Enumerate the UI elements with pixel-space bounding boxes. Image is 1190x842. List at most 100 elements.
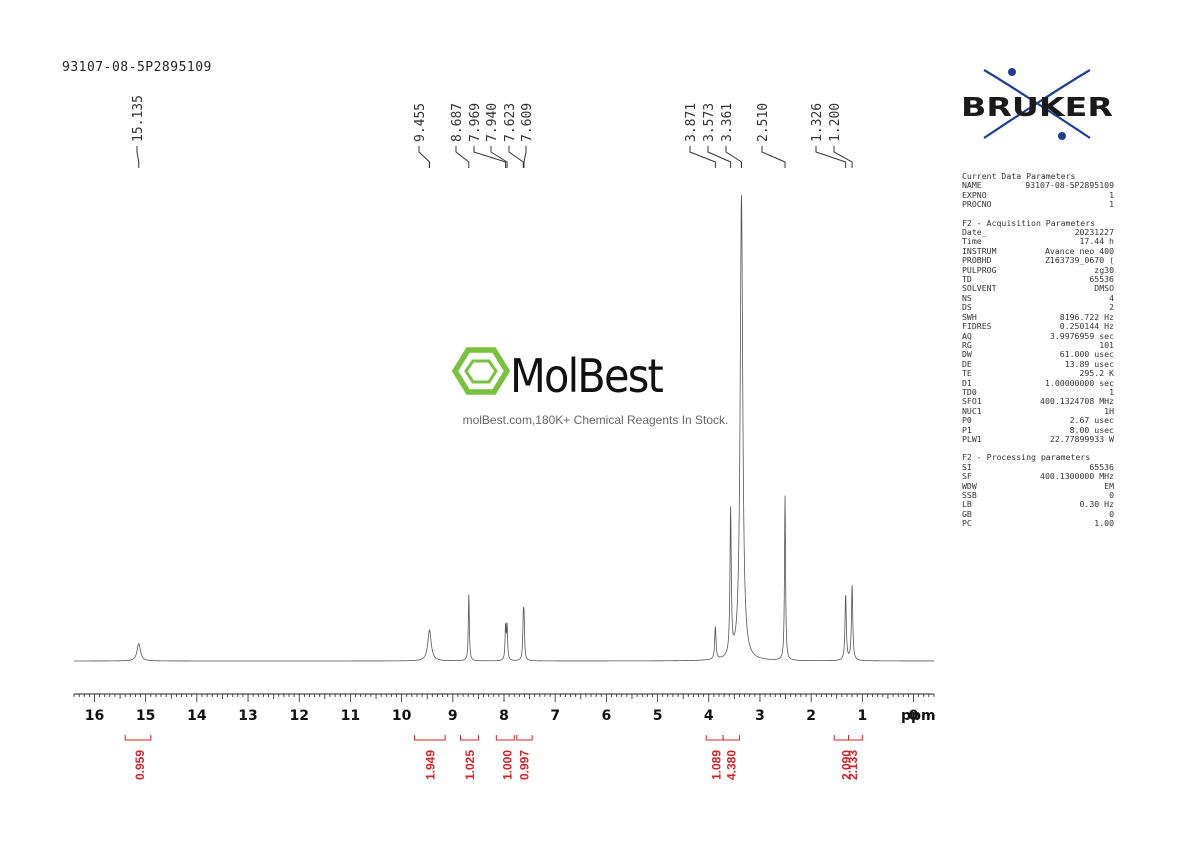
peak-label: 8.687	[450, 103, 465, 142]
peak-label: 7.940	[485, 103, 500, 142]
param-key: DW	[962, 349, 972, 360]
peak-connector	[455, 146, 470, 168]
param-row: INSTRUM Avance neo 400	[962, 245, 1114, 256]
param-value: 0.30 Hz	[1079, 499, 1114, 510]
x-tick-label: 4	[704, 708, 714, 724]
param-key: NS	[962, 292, 972, 303]
param-value: 295.2 K	[1079, 368, 1114, 379]
processing-params-list: SI 65536 SF 400.1300000 MHz WDW EM SSB 0 LB 0.30 …	[962, 461, 1114, 529]
param-value: Z163739_0670 (	[1044, 255, 1114, 266]
param-row: GB 0	[962, 508, 1114, 519]
peak-connector	[689, 146, 716, 168]
sample-id: 93107-08-5P2895109	[62, 60, 212, 75]
bruker-dot-icon	[1058, 132, 1066, 140]
param-row: Time 17.44 h	[962, 237, 1114, 247]
spectrum-line	[74, 194, 934, 662]
param-row: P1 8.00 usec	[962, 425, 1114, 435]
x-tick-label: 5	[653, 708, 663, 724]
x-tick-label: 7	[550, 708, 560, 724]
param-key: TE	[962, 368, 972, 379]
peak-labels: 15.135 9.455 8.687 7.969 7.940 7.623 7.609 3.87…	[131, 95, 853, 168]
param-row: PLW1 22.77899933 W	[962, 434, 1114, 444]
param-row: DS 2	[962, 302, 1114, 313]
x-tick-label: 0	[909, 708, 919, 724]
bruker-logo-text: BRUKER	[961, 93, 1113, 123]
param-value: EM	[1104, 480, 1114, 491]
peak-connector	[473, 146, 507, 168]
param-key: PULPROG	[962, 264, 997, 275]
param-row: SWH 8196.722 Hz	[962, 312, 1114, 322]
param-key: DS	[962, 302, 972, 313]
peak-label: 3.871	[684, 103, 699, 142]
param-row: PULPROG zg30	[962, 264, 1114, 275]
peak-label: 2.510	[756, 103, 771, 142]
integral-value: 1.000	[500, 750, 514, 780]
param-value: 20231227	[1074, 227, 1114, 238]
param-row: D1 1.00000000 sec	[962, 377, 1114, 388]
x-tick-label: 14	[187, 708, 207, 724]
param-row: NAME 93107-08-5P2895109	[962, 180, 1114, 190]
param-row: PROBHD Z163739_0670 (	[962, 255, 1114, 266]
param-value: 1.00	[1094, 518, 1114, 529]
param-value: 61.000 usec	[1059, 349, 1114, 360]
param-value: 2	[1109, 302, 1114, 313]
param-key: P0	[962, 415, 972, 426]
param-value: 4	[1109, 292, 1114, 303]
param-row: DE 13.89 usec	[962, 358, 1114, 369]
peak-connector	[136, 146, 140, 168]
integral-value: 0.959	[133, 750, 147, 780]
integral-bracket	[848, 735, 863, 741]
x-tick-label: 12	[289, 708, 308, 724]
molbest-tagline: molBest.com,180K+ Chemical Reagents In S…	[462, 413, 729, 427]
param-row: LB 0.30 Hz	[962, 499, 1114, 510]
param-key: GB	[962, 508, 972, 519]
x-tick-label: 1	[857, 708, 867, 724]
param-row: WDW EM	[962, 480, 1114, 491]
peak-connector	[815, 146, 847, 168]
integrals: 0.959 1.949 1.025 1.000 0.997 1.089 4.380 2.090…	[124, 735, 863, 780]
param-row: RG 101	[962, 340, 1114, 350]
x-tick-label: 9	[448, 708, 458, 724]
peak-label: 1.200	[828, 103, 843, 142]
x-tick-label: 11	[341, 708, 360, 724]
x-tick-label: 16	[85, 708, 104, 724]
param-key: DE	[962, 358, 972, 369]
param-key: SFO1	[962, 396, 982, 407]
nmr-spectrum-chart: 15.135 9.455 8.687 7.969 7.940 7.623 7.609 3.87…	[73, 95, 936, 780]
param-row: TD 65536	[962, 274, 1114, 284]
integral-bracket	[459, 735, 479, 741]
param-value: 65536	[1089, 461, 1114, 472]
param-row: TE 295.2 K	[962, 368, 1114, 379]
x-tick-label: 6	[602, 708, 612, 724]
molbest-hexagon-icon	[451, 347, 511, 395]
param-key: TD0	[962, 386, 977, 397]
peak-connector	[833, 146, 853, 168]
param-key: INSTRUM	[962, 245, 997, 256]
param-value: Avance neo 400	[1044, 245, 1114, 256]
integral-value: 2.090	[840, 750, 854, 780]
current-params-list: NAME 93107-08-5P2895109 EXPNO 1 PROCNO 1	[962, 180, 1114, 209]
bruker-orbit-icon	[983, 69, 1091, 139]
param-value: 400.1324708 MHz	[1040, 396, 1114, 407]
param-key: D1	[962, 377, 972, 388]
param-row: AQ 3.9976959 sec	[962, 330, 1114, 341]
peak-label: 7.623	[503, 103, 518, 142]
integral-bracket	[124, 735, 152, 741]
param-value: DMSO	[1094, 283, 1114, 294]
x-axis-unit: ppm	[901, 708, 936, 724]
peak-label: 7.609	[520, 103, 535, 142]
param-key: PC	[962, 518, 972, 529]
x-tick-label: 13	[238, 708, 257, 724]
integral-value: 0.997	[518, 750, 532, 780]
param-row: Date_ 20231227	[962, 227, 1114, 238]
param-key: SOLVENT	[962, 283, 997, 294]
param-key: AQ	[962, 330, 972, 341]
param-key: SI	[962, 461, 972, 472]
param-row: P0 2.67 usec	[962, 415, 1114, 426]
param-value: 1	[1109, 386, 1114, 397]
acquisition-params-list: Date_ 20231227 Time 17.44 h INSTRUM Avance ne…	[962, 227, 1114, 444]
peak-label: 3.573	[702, 103, 717, 142]
param-key: NUC1	[962, 405, 982, 416]
integral-bracket	[833, 735, 850, 741]
param-value: 0.250144 Hz	[1059, 321, 1114, 332]
